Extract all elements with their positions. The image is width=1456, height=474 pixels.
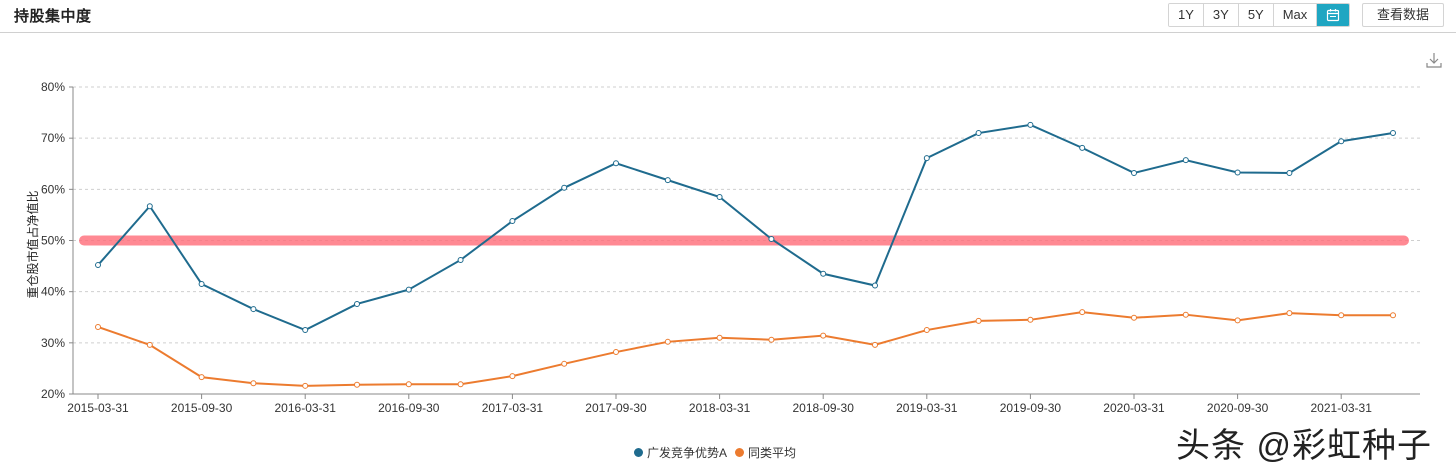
y-tick-label: 60% bbox=[41, 182, 65, 196]
data-point[interactable] bbox=[716, 334, 723, 341]
data-point[interactable] bbox=[509, 373, 516, 380]
watermark: 头条 @彩虹种子 bbox=[1176, 427, 1432, 465]
x-tick-label: 2015-03-31 bbox=[67, 401, 129, 415]
data-point[interactable] bbox=[820, 270, 827, 277]
data-point[interactable] bbox=[613, 349, 619, 356]
x-tick-label: 2020-09-30 bbox=[1207, 401, 1269, 415]
time-range-selector: 1Y 3Y 5Y Max bbox=[1168, 3, 1351, 27]
data-point[interactable] bbox=[354, 381, 360, 388]
data-point[interactable] bbox=[250, 306, 257, 313]
data-point[interactable] bbox=[872, 282, 878, 289]
data-point[interactable] bbox=[1079, 144, 1086, 151]
x-tick-label: 2019-03-31 bbox=[896, 401, 958, 415]
x-tick-label: 2018-09-30 bbox=[793, 401, 855, 415]
data-point[interactable] bbox=[354, 300, 360, 307]
data-point[interactable] bbox=[768, 235, 775, 242]
data-point[interactable] bbox=[1182, 311, 1189, 318]
data-point[interactable] bbox=[820, 332, 827, 339]
data-point[interactable] bbox=[923, 327, 930, 334]
data-point[interactable] bbox=[975, 130, 982, 137]
x-tick-label: 2017-09-30 bbox=[585, 401, 647, 415]
y-tick-label: 50% bbox=[41, 234, 65, 248]
data-point[interactable] bbox=[1182, 157, 1189, 164]
page-title: 持股集中度 bbox=[14, 8, 92, 25]
data-point[interactable] bbox=[250, 380, 257, 387]
x-tick-label: 2017-03-31 bbox=[482, 401, 544, 415]
data-point[interactable] bbox=[561, 184, 568, 191]
legend-item-fund[interactable]: 广发竞争优势A bbox=[634, 444, 727, 461]
legend-dot-peer-average bbox=[735, 448, 745, 457]
data-point[interactable] bbox=[302, 327, 309, 334]
x-tick-label: 2015-09-30 bbox=[171, 401, 233, 415]
chart-header: 持股集中度 1Y 3Y 5Y Max 查看数据 bbox=[0, 0, 1456, 33]
data-point[interactable] bbox=[146, 341, 153, 348]
y-tick-label: 70% bbox=[41, 131, 65, 145]
data-point[interactable] bbox=[1286, 310, 1293, 317]
data-point[interactable] bbox=[872, 341, 878, 348]
data-point[interactable] bbox=[1131, 169, 1137, 176]
data-point[interactable] bbox=[664, 338, 671, 345]
data-point[interactable] bbox=[457, 381, 464, 388]
data-point[interactable] bbox=[1390, 130, 1396, 137]
data-point[interactable] bbox=[923, 155, 930, 162]
data-point[interactable] bbox=[664, 177, 671, 184]
legend-item-peer-average[interactable]: 同类平均 bbox=[735, 444, 796, 461]
data-point[interactable] bbox=[302, 382, 309, 389]
data-point[interactable] bbox=[1234, 317, 1241, 324]
x-tick-label: 2019-09-30 bbox=[1000, 401, 1062, 415]
data-point[interactable] bbox=[1079, 309, 1086, 316]
calendar-button[interactable] bbox=[1317, 4, 1350, 26]
data-point[interactable] bbox=[716, 194, 723, 201]
x-tick-label: 2016-03-31 bbox=[275, 401, 337, 415]
data-point[interactable] bbox=[146, 203, 153, 210]
data-point[interactable] bbox=[1027, 121, 1034, 128]
data-point[interactable] bbox=[1338, 312, 1345, 319]
data-point[interactable] bbox=[1027, 316, 1034, 323]
y-axis-label: 重仓股市值占净值比 bbox=[25, 190, 40, 298]
chart-legend: 广发竞争优势A 同类平均 bbox=[634, 444, 804, 461]
y-tick-label: 20% bbox=[41, 387, 65, 401]
range-5y-button[interactable]: 5Y bbox=[1238, 4, 1274, 26]
data-point[interactable] bbox=[198, 374, 205, 381]
data-point[interactable] bbox=[1131, 314, 1137, 321]
x-tick-label: 2018-03-31 bbox=[689, 401, 751, 415]
data-point[interactable] bbox=[1390, 312, 1396, 319]
calendar-icon bbox=[1327, 9, 1340, 22]
y-tick-label: 80% bbox=[41, 80, 65, 94]
x-tick-label: 2020-03-31 bbox=[1103, 401, 1165, 415]
data-point[interactable] bbox=[561, 360, 568, 367]
data-point[interactable] bbox=[1286, 169, 1293, 176]
data-point[interactable] bbox=[405, 286, 412, 293]
range-3y-button[interactable]: 3Y bbox=[1203, 4, 1239, 26]
range-1y-button[interactable]: 1Y bbox=[1169, 4, 1204, 26]
data-point[interactable] bbox=[457, 256, 464, 263]
series-line-peer-average bbox=[97, 311, 1393, 387]
data-point[interactable] bbox=[1338, 138, 1345, 145]
legend-label-peer-average: 同类平均 bbox=[748, 446, 797, 460]
data-point[interactable] bbox=[509, 218, 516, 225]
data-point[interactable] bbox=[613, 160, 619, 167]
download-icon[interactable] bbox=[1425, 51, 1443, 69]
x-tick-label: 2021-03-31 bbox=[1311, 401, 1373, 415]
data-point[interactable] bbox=[768, 336, 775, 343]
data-point[interactable] bbox=[1234, 169, 1241, 176]
legend-dot-fund bbox=[634, 448, 643, 457]
y-tick-label: 40% bbox=[41, 285, 65, 299]
legend-label-fund: 广发竞争优势A bbox=[647, 446, 728, 460]
y-tick-label: 30% bbox=[41, 336, 65, 350]
data-point[interactable] bbox=[405, 381, 412, 388]
view-data-button[interactable]: 查看数据 bbox=[1362, 3, 1444, 27]
data-point[interactable] bbox=[198, 280, 205, 287]
data-point[interactable] bbox=[95, 323, 101, 330]
range-max-button[interactable]: Max bbox=[1273, 4, 1318, 26]
x-tick-label: 2016-09-30 bbox=[378, 401, 440, 415]
data-point[interactable] bbox=[975, 317, 982, 324]
series-line-fund bbox=[97, 123, 1394, 332]
data-point[interactable] bbox=[95, 262, 101, 269]
